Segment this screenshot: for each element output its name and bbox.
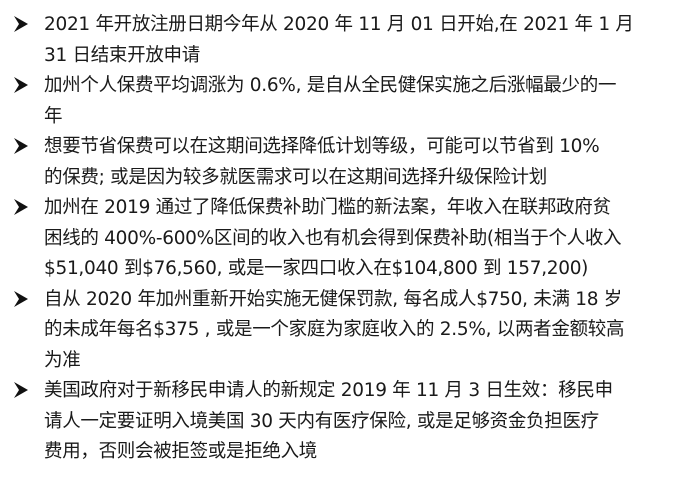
list-item-text: 2021 年开放注册日期今年从 2020 年 11 月 01 日开始,在 202… [44, 14, 634, 35]
arrow-bullet-icon [14, 138, 28, 154]
list-item-text: 困线的 400%-600%区间的收入也有机会得到保费补助(相当于个人收入 [44, 227, 622, 249]
list-item: 美国政府对于新移民申请人的新规定 2019 年 11 月 3 日生效：移民申 请人… [0, 376, 700, 468]
arrow-bullet-icon [14, 77, 28, 93]
arrow-bullet-icon [14, 290, 28, 307]
arrow-bullet-icon [14, 199, 28, 215]
list-item: 加州在 2019 通过了降低保费补助门槛的新法案，年收入在联邦政府贫 困线的 40… [0, 193, 700, 285]
list-item-text: 31 日结束开放申请 [44, 44, 200, 66]
list-item: 自从 2020 年加州重新开始实施无健保罚款, 每名成人$750, 未满 18 … [0, 285, 700, 377]
list-item: 想要节省保费可以在这期间选择降低计划等级，可能可以节省到 10% 的保费; 或是因… [0, 132, 700, 193]
list-item-text: 想要节省保费可以在这期间选择降低计划等级，可能可以节省到 10% [44, 136, 600, 157]
arrow-bullet-icon [14, 16, 28, 32]
list-item: 加州个人保费平均调涨为 0.6%, 是自从全民健保实施之后涨幅最少的一年 [0, 71, 700, 132]
list-item: 2021 年开放注册日期今年从 2020 年 11 月 01 日开始,在 202… [0, 10, 700, 71]
list-item-text: 年 [44, 105, 63, 127]
arrow-bullet-icon [14, 382, 28, 398]
bullet-list: 2021 年开放注册日期今年从 2020 年 11 月 01 日开始,在 202… [0, 10, 700, 468]
list-item-text: 加州在 2019 通过了降低保费补助门槛的新法案，年收入在联邦政府贫 [44, 197, 611, 218]
list-item-text: 的未成年每名$375 , 或是一个家庭为家庭收入的 2.5%, 以两者金额较高 [44, 319, 625, 340]
list-item-text: 请人一定要证明入境美国 30 天内有医疗保险, 或是足够资金负担医疗 [44, 410, 599, 432]
list-item-text: 费用，否则会被拒签或是拒绝入境 [44, 441, 318, 462]
list-item-text: 加州个人保费平均调涨为 0.6%, 是自从全民健保实施之后涨幅最少的一 [44, 75, 617, 96]
list-item-text: $51,040 到$76,560, 或是一家四口收入在$104,800 到 15… [44, 258, 589, 279]
list-item-text: 美国政府对于新移民申请人的新规定 2019 年 11 月 3 日生效：移民申 [44, 380, 613, 401]
list-item-text: 自从 2020 年加州重新开始实施无健保罚款, 每名成人$750, 未满 18 … [44, 288, 622, 310]
list-item-text: 的保费; 或是因为较多就医需求可以在这期间选择升级保险计划 [44, 166, 547, 188]
list-item-text: 为准 [44, 349, 81, 371]
